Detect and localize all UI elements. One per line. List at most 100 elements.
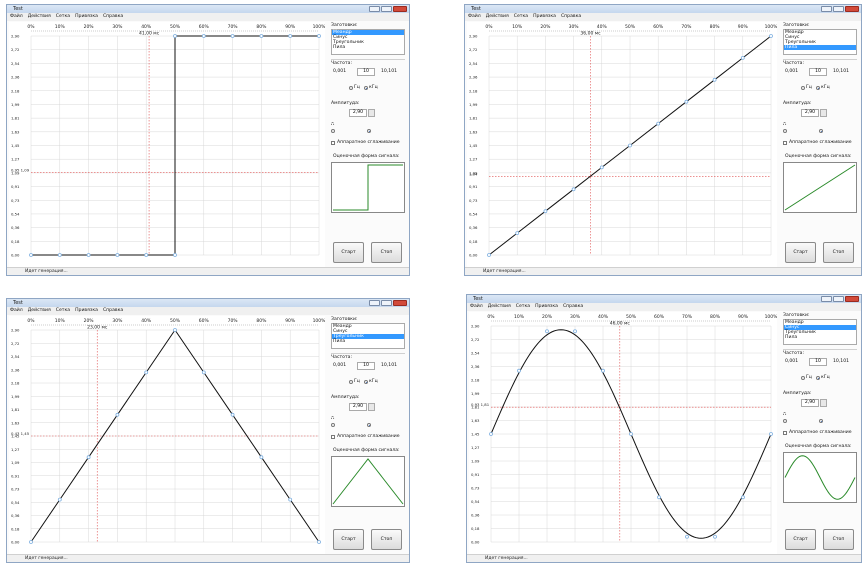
menu-item[interactable]: Сетка xyxy=(55,14,71,19)
dc-radio[interactable] xyxy=(819,419,823,423)
waveform-plot[interactable]: 0% 10% 20% 30% 40% 50% 60% 70% 80% 90% 100% 2,90 2,7… xyxy=(469,312,777,554)
maximize-button[interactable] xyxy=(833,6,844,12)
start-button[interactable]: Старт xyxy=(785,529,816,550)
menu-item[interactable]: Файл xyxy=(470,304,483,309)
menu-item[interactable]: Действия xyxy=(27,14,51,19)
amplitude-spinner[interactable] xyxy=(368,403,375,411)
maximize-button[interactable] xyxy=(381,300,392,306)
menu-item[interactable]: Сетка xyxy=(513,14,529,19)
menu-item[interactable]: Файл xyxy=(10,14,23,19)
preset-item[interactable]: Синус xyxy=(785,35,800,40)
menu-item[interactable]: Файл xyxy=(468,14,481,19)
ac-radio[interactable] xyxy=(331,423,335,427)
waveform-plot[interactable]: 0% 10% 20% 30% 40% 50% 60% 70% 80% 90% 100% 2,90 2,7… xyxy=(9,22,325,267)
minimize-button[interactable] xyxy=(821,6,832,12)
ac-radio[interactable] xyxy=(783,419,787,423)
khz-radio[interactable] xyxy=(364,380,368,384)
frequency-input[interactable]: 10 xyxy=(809,358,827,366)
close-button[interactable] xyxy=(393,6,407,12)
hw-smoothing-checkbox[interactable] xyxy=(331,141,335,145)
stop-button[interactable]: Стоп xyxy=(823,529,854,550)
menu-item[interactable]: Привязка xyxy=(533,14,556,19)
maximize-button[interactable] xyxy=(381,6,392,12)
start-button[interactable]: Старт xyxy=(333,529,364,550)
menu-item[interactable]: Справка xyxy=(102,14,124,19)
amplitude-input[interactable]: 2,90 xyxy=(801,109,819,117)
preset-item[interactable]: Треугольник xyxy=(333,40,364,45)
hw-smoothing-checkbox[interactable] xyxy=(783,431,787,435)
preset-item[interactable]: Пила xyxy=(333,45,346,50)
close-button[interactable] xyxy=(845,296,859,302)
presets-list[interactable]: Меандр Синус Треугольник Пила xyxy=(331,29,405,55)
hw-smoothing-checkbox[interactable] xyxy=(783,141,787,145)
dc-radio[interactable] xyxy=(367,423,371,427)
ac-radio[interactable] xyxy=(331,129,335,133)
preset-item[interactable]: Синус xyxy=(784,325,856,330)
menu-item[interactable]: Привязка xyxy=(75,14,98,19)
menu-item[interactable]: Справка xyxy=(560,14,582,19)
amplitude-input[interactable]: 2,90 xyxy=(801,399,819,407)
preset-item[interactable]: Меандр xyxy=(785,30,804,35)
khz-radio[interactable] xyxy=(816,86,820,90)
menu-item[interactable]: Действия xyxy=(487,304,511,309)
menu-item[interactable]: Действия xyxy=(27,308,51,313)
menu-item[interactable]: Привязка xyxy=(75,308,98,313)
stop-button[interactable]: Стоп xyxy=(371,529,402,550)
window-title: Test xyxy=(13,6,23,12)
presets-list[interactable]: Меандр Синус Треугольник Пила xyxy=(783,319,857,345)
menu-item[interactable]: Сетка xyxy=(515,304,531,309)
stop-button[interactable]: Стоп xyxy=(371,242,402,263)
menu-item[interactable]: Файл xyxy=(10,308,23,313)
preset-item[interactable]: Синус xyxy=(333,329,348,334)
hz-radio[interactable] xyxy=(349,86,353,90)
maximize-button[interactable] xyxy=(833,296,844,302)
preset-item[interactable]: Треугольник xyxy=(332,334,404,339)
frequency-input[interactable]: 10 xyxy=(809,68,827,76)
data-point xyxy=(628,143,632,148)
preset-item[interactable]: Треугольник xyxy=(785,330,816,335)
preset-item[interactable]: Меандр xyxy=(332,30,404,35)
preset-item[interactable]: Треугольник xyxy=(785,40,816,45)
amplitude-spinner[interactable] xyxy=(820,399,827,407)
start-button[interactable]: Старт xyxy=(785,242,816,263)
minimize-button[interactable] xyxy=(369,300,380,306)
menu-item[interactable]: Привязка xyxy=(535,304,558,309)
presets-list[interactable]: Меандр Синус Треугольник Пила xyxy=(331,323,405,349)
frequency-input[interactable]: 10 xyxy=(357,68,375,76)
dc-radio[interactable] xyxy=(367,129,371,133)
x-tick-label: 70% xyxy=(681,24,692,30)
hz-radio[interactable] xyxy=(349,380,353,384)
hz-radio[interactable] xyxy=(801,86,805,90)
stop-button[interactable]: Стоп xyxy=(823,242,854,263)
menu-item[interactable]: Действия xyxy=(485,14,509,19)
close-button[interactable] xyxy=(393,300,407,306)
dc-radio[interactable] xyxy=(819,129,823,133)
amplitude-input[interactable]: 2,90 xyxy=(349,109,367,117)
preset-item[interactable]: Меандр xyxy=(333,324,352,329)
start-button[interactable]: Старт xyxy=(333,242,364,263)
menu-item[interactable]: Сетка xyxy=(55,308,71,313)
close-button[interactable] xyxy=(845,6,859,12)
preset-item[interactable]: Пила xyxy=(785,335,798,340)
hz-radio[interactable] xyxy=(801,376,805,380)
khz-radio[interactable] xyxy=(364,86,368,90)
preset-item[interactable]: Пила xyxy=(784,45,856,50)
frequency-input[interactable]: 10 xyxy=(357,362,375,370)
waveform-plot[interactable]: 0% 10% 20% 30% 40% 50% 60% 70% 80% 90% 100% 2,90 2,7… xyxy=(467,22,777,267)
waveform-plot[interactable]: 0% 10% 20% 30% 40% 50% 60% 70% 80% 90% 100% 2,90 2,7… xyxy=(9,316,325,554)
ac-radio[interactable] xyxy=(783,129,787,133)
minimize-button[interactable] xyxy=(369,6,380,12)
menu-item[interactable]: Справка xyxy=(102,308,124,313)
amplitude-spinner[interactable] xyxy=(820,109,827,117)
amplitude-input[interactable]: 2,90 xyxy=(349,403,367,411)
presets-list[interactable]: Меандр Синус Треугольник Пила xyxy=(783,29,857,55)
hw-smoothing-checkbox[interactable] xyxy=(331,435,335,439)
preset-item[interactable]: Синус xyxy=(333,35,348,40)
amplitude-spinner[interactable] xyxy=(368,109,375,117)
preset-item[interactable]: Меандр xyxy=(785,320,804,325)
minimize-button[interactable] xyxy=(821,296,832,302)
hw-smoothing-label: Аппаратное сглаживание xyxy=(337,434,400,439)
preset-item[interactable]: Пила xyxy=(333,339,346,344)
menu-item[interactable]: Справка xyxy=(562,304,584,309)
khz-radio[interactable] xyxy=(816,376,820,380)
